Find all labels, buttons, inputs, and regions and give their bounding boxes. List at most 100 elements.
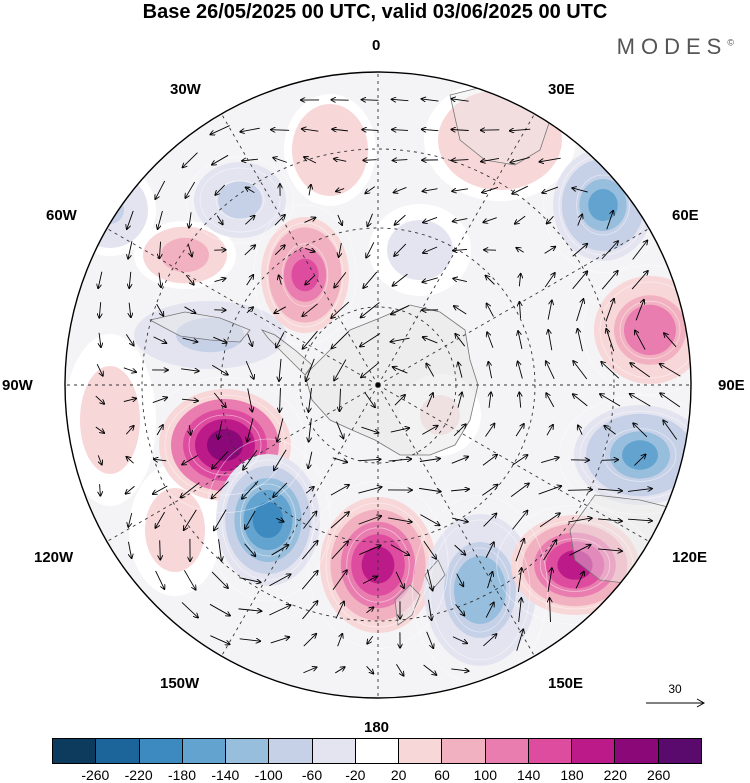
contour-0-0 (185, 156, 295, 244)
wind-vector-11 (362, 130, 378, 131)
wind-vector-48 (216, 215, 222, 225)
wind-vector-98 (631, 271, 648, 290)
antarctic-peninsula-outline (260, 329, 313, 376)
contour-7-0 (558, 395, 691, 515)
wind-vector-215 (601, 460, 618, 461)
lon-label-90w: 90W (2, 377, 33, 394)
colorbar-tick-12: 220 (603, 767, 628, 783)
wind-vector-178 (95, 426, 104, 433)
lon-label-60e: 60E (672, 207, 699, 224)
wind-vector-49 (245, 216, 254, 225)
wind-vector-146 (334, 359, 347, 381)
wind-vector-183 (247, 418, 254, 441)
contour-5-2 (449, 547, 511, 633)
colorbar-cell-11 (528, 739, 573, 763)
colorbar-cell-3 (182, 739, 227, 763)
wind-vector-134 (578, 329, 583, 352)
wind-vector-239 (214, 509, 227, 531)
wind-vector-189 (422, 426, 437, 435)
lon-label-30e: 30E (548, 81, 575, 98)
wind-vector-115 (576, 299, 584, 322)
wind-vector-117 (635, 300, 644, 321)
wind-vector-219 (153, 485, 168, 494)
wind-vector-151 (488, 362, 493, 379)
reference-vector: 30 (640, 682, 710, 712)
wind-vector-223 (273, 482, 288, 497)
wind-vector-32 (215, 184, 226, 195)
wind-vector-138 (96, 364, 103, 376)
wind-vector-141 (181, 369, 199, 371)
colorbar-tick-10: 140 (516, 767, 541, 783)
wind-vector-202 (212, 450, 229, 469)
south-pole-marker (375, 382, 381, 388)
wind-vector-10 (332, 129, 348, 131)
meridian-240 (106, 384, 379, 542)
contour-6-2 (539, 538, 611, 592)
wind-vector-166 (339, 388, 340, 412)
wind-vector-208 (388, 459, 412, 461)
wind-vector-192 (515, 424, 524, 437)
wind-vector-168 (394, 395, 405, 406)
wind-vector-264 (423, 540, 436, 559)
colorbar-cell-13 (615, 739, 659, 763)
wind-vector-35 (309, 185, 311, 196)
wind-vector-292 (366, 607, 373, 614)
wind-vector-206 (332, 457, 348, 462)
wind-vector-246 (420, 514, 439, 526)
latitude-circle-2 (141, 148, 615, 622)
wind-vector-283 (517, 568, 521, 592)
colorbar (52, 738, 702, 764)
wind-vector-59 (547, 216, 554, 223)
wind-vector-4 (422, 99, 439, 101)
wind-vector-87 (305, 275, 316, 284)
wind-vector-251 (568, 518, 592, 523)
wind-vector-66 (244, 245, 255, 256)
wind-vector-76 (544, 247, 556, 254)
wind-vector-213 (541, 457, 559, 463)
wind-vector-301 (270, 637, 289, 644)
wind-vector-150 (458, 362, 463, 378)
colorbar-cell-6 (312, 739, 356, 763)
wind-vector-50 (274, 215, 285, 226)
contour-9-2 (576, 174, 630, 236)
wind-vector-261 (331, 541, 348, 560)
wind-vector-290 (302, 601, 317, 620)
wind-vector-133 (548, 330, 553, 351)
contour-4-1 (325, 502, 431, 628)
wind-vector-276 (301, 571, 317, 590)
wind-vector-137 (664, 333, 677, 348)
wind-vector-128 (390, 337, 410, 342)
colorbar-cell-8 (399, 739, 443, 763)
wind-vector-278 (362, 577, 377, 584)
wind-vector-188 (390, 428, 409, 433)
wind-vector-130 (455, 334, 466, 347)
colorbar-tick-5: -60 (301, 767, 323, 783)
colorbar-tick-9: 100 (473, 767, 498, 783)
wind-vector-57 (483, 217, 497, 223)
wind-vector-52 (337, 214, 342, 225)
wind-vector-163 (247, 388, 253, 411)
wind-vector-282 (487, 572, 493, 589)
wind-vector-226 (358, 487, 381, 494)
wind-vector-89 (363, 271, 378, 288)
secondary-anomaly-3-level-4 (96, 398, 124, 442)
wind-vector-190 (453, 424, 466, 437)
wind-vector-91 (422, 277, 438, 282)
wind-vector-83 (185, 274, 194, 285)
wind-vector-242 (303, 511, 316, 529)
wind-vector-176 (630, 394, 651, 407)
wind-vector-113 (519, 302, 520, 319)
wind-vector-100 (129, 302, 131, 318)
wind-vector-209 (419, 458, 440, 462)
meridian-60 (377, 228, 650, 386)
wind-vector-46 (158, 210, 163, 229)
map-border (64, 71, 692, 699)
lon-label-150w: 150W (160, 675, 200, 692)
brand-text: MODES (616, 34, 728, 59)
modes-logo: MODES© (617, 34, 734, 60)
contour-3-1 (221, 459, 315, 581)
wind-vector-104 (246, 307, 253, 314)
wind-vector-90 (393, 273, 408, 286)
colorbar-cell-12 (572, 739, 616, 763)
wind-vector-240 (245, 510, 256, 529)
